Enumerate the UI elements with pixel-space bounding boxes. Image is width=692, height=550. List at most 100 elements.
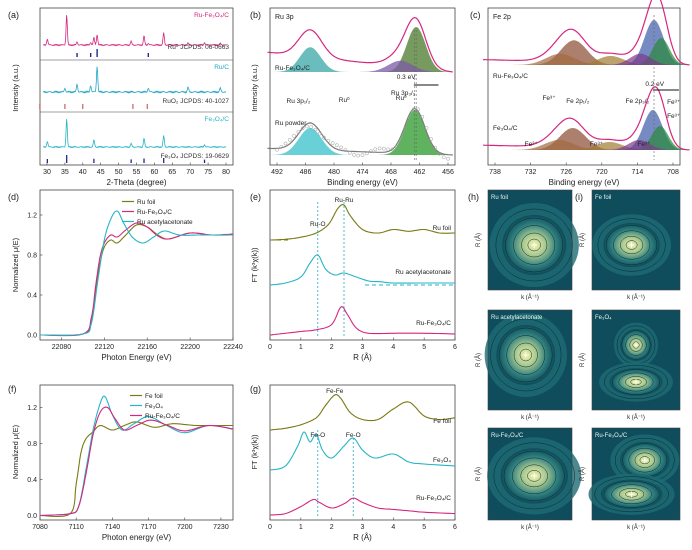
panel-d-x-tick-label: 22120	[95, 344, 115, 351]
panel-b-x-tick-label: 468	[385, 169, 397, 176]
wt-map-frame	[487, 189, 573, 291]
wt-map-xlabel: k (Å⁻¹)	[521, 524, 539, 531]
panel-b-data-marker	[377, 146, 382, 151]
panel-d-y-tick-label: 0.8	[27, 253, 37, 260]
panel-b-data-marker	[429, 137, 433, 141]
panel-d-y-tick-label: 1.2	[27, 213, 37, 220]
panel-b-data-marker	[317, 131, 322, 136]
panel-b-data-marker	[356, 153, 361, 158]
panel-c-fe2-label: Fe²⁺	[525, 141, 539, 148]
wt-map-title: Ru acetylacetonate	[491, 315, 543, 321]
panel-c-x-tick-label: 732	[525, 169, 537, 176]
wt-map-title: Fe foil	[595, 195, 611, 201]
panel-c-peak-bottom	[520, 128, 624, 150]
wt-contour-line	[597, 218, 666, 272]
panel-b-data-marker	[369, 149, 373, 154]
panel-b-data-marker	[416, 107, 420, 112]
wt-map-frame	[487, 427, 573, 521]
panel-f-legend: Ru-Fe₃O₄/C	[145, 413, 180, 420]
panel-c-peak-bottom	[557, 142, 661, 150]
panel-b-data-marker	[296, 130, 301, 134]
panel-b-data-marker	[403, 126, 408, 131]
panel-a-legend-rufe: Ru-Fe₃O₄/C	[194, 12, 229, 19]
wt-contour-line	[503, 450, 565, 501]
panel-b-data-marker	[390, 147, 395, 152]
wt-contour-line	[513, 225, 556, 265]
panel-b-ru0-label: Ru⁰	[339, 96, 350, 104]
wt-contour-line	[512, 457, 557, 495]
panel-a-ref-fe: Fe₃O₄ JCPDS: 19-0629	[160, 153, 229, 160]
wt-contour-line	[604, 364, 668, 400]
wt-map-title: Ru-Fe₃O₄/C	[491, 433, 524, 439]
panel-a-x-tick-label: 60	[151, 169, 159, 176]
panel-b-data-marker	[326, 138, 331, 143]
panel-c-label: (c)	[470, 10, 481, 20]
panel-f-x-tick-label: 7080	[32, 524, 48, 531]
panel-e-acac-label: Ru acetylacetonate	[395, 269, 451, 276]
panel-b-x-tick-label: 456	[442, 169, 454, 176]
panel-e-x-tick-label: 4	[391, 344, 395, 351]
panel-b-data-marker	[394, 144, 399, 149]
panel-c-title: Fe 2p	[493, 14, 511, 21]
panel-b-x-tick-label: 474	[357, 169, 369, 176]
wt-contour-line	[513, 342, 538, 368]
wt-contour-line	[490, 318, 562, 392]
wt-map-xlabel: k (Å⁻¹)	[627, 414, 645, 421]
panel-d-x-tick-label: 22080	[52, 344, 72, 351]
panel-b-peak-bottom-1	[264, 128, 355, 155]
panel-c-label-2p12: Fe 2p₁/₂	[566, 98, 590, 105]
wt-contour-line	[505, 217, 564, 273]
wt-map-frame	[591, 189, 681, 291]
panel-f-ylabel: Normalized μ(E)	[11, 424, 20, 479]
panel-b-x-tick-label: 486	[300, 169, 312, 176]
wt-contour-line	[606, 224, 658, 266]
wt-contour-line	[625, 334, 647, 356]
panel-b-title: Ru 3p	[275, 14, 294, 21]
panel-a-ylabel: Intensity (a.u.)	[11, 64, 20, 112]
wt-contour-line	[625, 376, 647, 388]
panel-g-foil-label: Fe foil	[433, 418, 451, 425]
panel-b-peak-label-32: Ru 3p₃/₂	[391, 90, 416, 97]
panel-c-label-2p32: Fe 2p₃/₂	[626, 98, 650, 105]
wt-map-xlabel: k (Å⁻¹)	[627, 524, 645, 531]
panel-b-data-marker	[437, 151, 442, 156]
panel-g-x-tick-label: 0	[268, 524, 272, 531]
panel-a-x-tick-label: 40	[79, 169, 87, 176]
panel-e-x-tick-label: 6	[453, 344, 457, 351]
panel-d-xlabel: Photon Energy (eV)	[101, 353, 172, 362]
panel-e-rufe-label: Ru-Fe₃O₄/C	[416, 320, 451, 327]
panel-b-data-marker	[382, 146, 386, 151]
wt-map-ylabel: R (Å)	[579, 233, 586, 247]
panel-b-x-tick-label: 492	[271, 169, 283, 176]
wt-contour-line	[619, 488, 645, 501]
wt-map-title: Fe₃O₄	[595, 315, 612, 321]
panel-d-label: (d)	[8, 192, 19, 202]
panel-d-series-2	[40, 210, 233, 336]
panel-g-x-tick-label: 3	[361, 524, 365, 531]
panel-f-y-tick-label: 0.0	[27, 513, 37, 520]
panel-f-x-tick-label: 7200	[177, 524, 193, 531]
panel-c-bottom-label: Fe₃O₄/C	[493, 125, 518, 132]
wt-map-ylabel: R (Å)	[579, 353, 586, 367]
panel-e-ruo-label: Ru-O	[310, 221, 326, 228]
wt-contour-line	[527, 470, 542, 482]
panel-e-series-0	[270, 204, 455, 241]
panel-b-data-marker	[305, 124, 309, 129]
panel-a-series-ru	[43, 66, 227, 94]
panel-c-peak-top	[521, 40, 625, 65]
wt-contour-line	[506, 335, 546, 375]
panel-b-data-marker	[292, 134, 296, 138]
wt-map-title: Ru foil	[491, 195, 508, 201]
panel-a-x-tick-label: 55	[133, 169, 141, 176]
panel-g-x-tick-label: 2	[330, 524, 334, 531]
panel-e-ylabel: FT (k³χ(k))	[250, 247, 259, 283]
panel-g-feo-label: Fe-O	[346, 432, 361, 439]
panel-c-peak-top	[558, 56, 662, 65]
wt-map-frame	[487, 309, 573, 411]
panel-a-ref-ruo2: RuO₂ JCPDS: 40-1027	[163, 98, 230, 105]
panel-f-legend: Fe₃O₄	[145, 403, 163, 410]
panel-a-x-tick-label: 30	[43, 169, 51, 176]
panel-g-x-tick-label: 6	[453, 524, 457, 531]
panel-b-top-label: Ru-Fe₃O₄/C	[275, 65, 310, 72]
